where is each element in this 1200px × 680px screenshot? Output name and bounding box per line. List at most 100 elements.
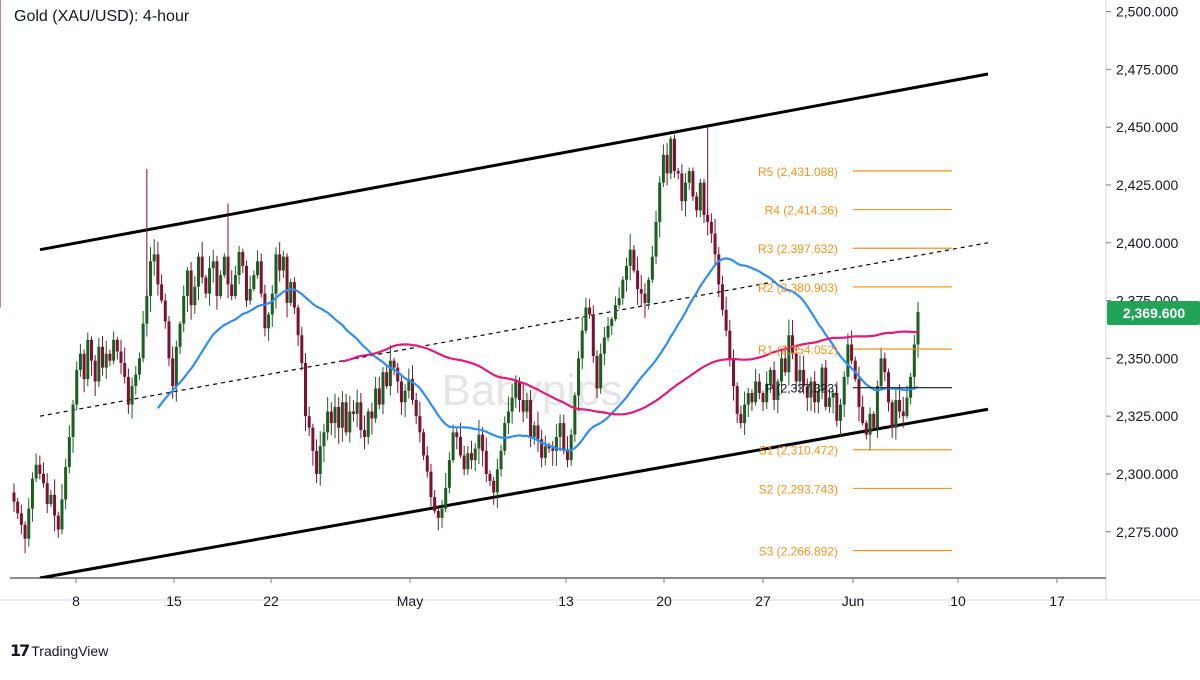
current-price-label: 2,369.600	[1123, 305, 1185, 321]
x-tick-label: 27	[755, 593, 771, 609]
candle-body	[898, 399, 902, 412]
candle-body	[901, 411, 905, 417]
candle-body	[813, 381, 817, 403]
tradingview-logo: 17 TradingView	[10, 641, 108, 660]
x-tick-label: 22	[263, 593, 279, 609]
candle-body	[377, 388, 381, 405]
candle-body	[53, 494, 57, 516]
candle-body	[407, 379, 411, 391]
candle-body	[278, 254, 282, 271]
candle-body	[580, 330, 584, 359]
candle-body	[348, 411, 352, 433]
candle-body	[650, 256, 654, 280]
candle-body	[355, 402, 359, 414]
candle-body	[532, 425, 536, 437]
x-tick-label: 10	[950, 593, 966, 609]
current-price-tag	[1107, 301, 1200, 326]
candle-body	[514, 381, 518, 398]
candle-body	[510, 397, 514, 412]
candle-body	[134, 374, 138, 387]
candle-body	[713, 233, 717, 255]
x-tick-label: 15	[166, 593, 182, 609]
candle-body	[104, 353, 108, 368]
candle-body	[171, 358, 175, 387]
candle-body	[363, 430, 367, 437]
y-tick-label: 2,400.000	[1116, 235, 1178, 251]
candle-body	[19, 513, 23, 525]
candle-body	[200, 256, 204, 278]
candle-body	[248, 289, 252, 301]
candle-body	[160, 284, 164, 301]
candle-body	[256, 261, 260, 276]
candle-body	[38, 464, 42, 474]
y-tick-label: 2,350.000	[1116, 350, 1178, 366]
candle-body	[112, 339, 116, 361]
candle-body	[802, 369, 806, 387]
candle-body	[639, 289, 643, 294]
candle-body	[462, 455, 466, 470]
candle-body	[241, 252, 245, 266]
x-tick-label: Jun	[842, 593, 865, 609]
candle-body	[720, 284, 724, 310]
candle-body	[230, 284, 234, 296]
candle-body	[93, 360, 97, 382]
candle-body	[739, 413, 743, 424]
candle-body	[303, 362, 307, 417]
candle-body	[381, 372, 385, 405]
candle-body	[521, 399, 525, 412]
candle-body	[108, 353, 112, 361]
candle-body	[333, 406, 337, 424]
candle-body	[798, 369, 802, 382]
candle-body	[60, 499, 64, 530]
candle-body	[610, 319, 614, 326]
candle-body	[518, 381, 522, 400]
candle-body	[776, 381, 780, 400]
candle-body	[263, 293, 267, 329]
y-tick-label: 2,325.000	[1116, 408, 1178, 424]
candle-body	[392, 360, 396, 368]
trendline-lower	[39, 407, 989, 578]
candle-body	[728, 330, 732, 359]
x-tick-label: 8	[72, 593, 80, 609]
candle-body	[289, 282, 293, 303]
x-tick-label: 20	[656, 593, 672, 609]
candle-body	[270, 293, 274, 315]
candle-body	[488, 473, 492, 481]
candle-body	[768, 369, 772, 384]
candle-body	[351, 411, 355, 414]
candle-body	[433, 497, 437, 511]
candle-body	[281, 256, 285, 271]
y-tick-label: 2,500.000	[1116, 4, 1178, 20]
x-tick-label: 17	[1049, 593, 1065, 609]
pivot-level-label: R5 (2,431.088)	[758, 165, 838, 179]
y-tick-label: 2,475.000	[1116, 61, 1178, 77]
candle-body	[455, 432, 459, 437]
candle-body	[337, 406, 341, 428]
y-tick-label: 2,275.000	[1116, 524, 1178, 540]
candle-body	[588, 307, 592, 315]
candle-body	[399, 381, 403, 403]
candle-body	[783, 358, 787, 373]
candle-body	[315, 450, 319, 474]
candle-body	[499, 450, 503, 470]
candle-body	[617, 298, 621, 306]
candle-body	[178, 323, 182, 347]
candle-body	[905, 397, 909, 417]
candle-body	[27, 508, 31, 539]
candle-body	[189, 270, 193, 306]
candle-body	[864, 423, 868, 435]
candle-body	[219, 275, 223, 296]
candle-body	[152, 254, 156, 262]
candle-body	[761, 393, 765, 403]
candle-body	[824, 367, 828, 407]
candle-body	[613, 305, 617, 320]
candle-body	[215, 261, 219, 296]
candle-body	[185, 270, 189, 296]
candle-body	[669, 138, 673, 174]
candle-body	[42, 473, 46, 484]
candle-body	[805, 386, 809, 398]
candle-body	[410, 379, 414, 400]
candle-body	[115, 339, 119, 352]
candle-body	[252, 275, 256, 289]
